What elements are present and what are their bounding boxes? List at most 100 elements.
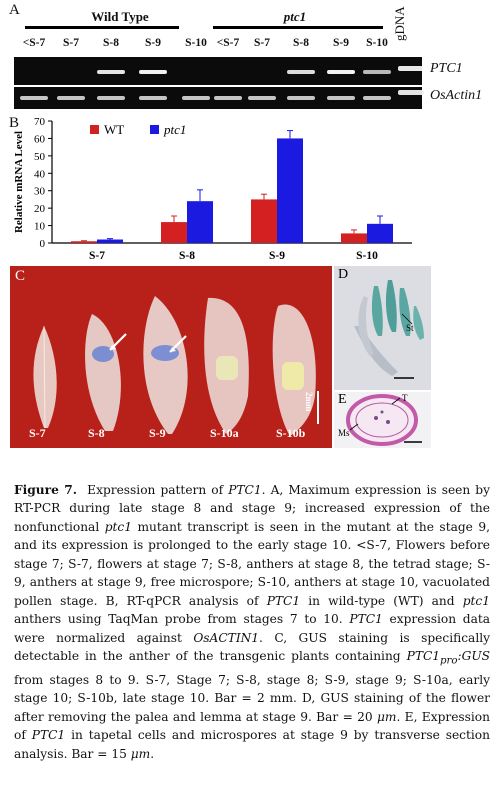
y-tick-label: 50 <box>34 151 46 163</box>
panel-d-letter: D <box>338 267 349 282</box>
legend-label: ptc1 <box>163 122 186 137</box>
caption-text: . E, Expression of <box>14 709 490 743</box>
annotation-ms: Ms <box>338 428 350 438</box>
legend-label: WT <box>104 122 124 137</box>
panel-a-letter: A <box>9 2 20 18</box>
spikelet-s7 <box>33 325 57 429</box>
y-tick-label: 20 <box>34 203 46 215</box>
gel-band-actin <box>287 96 315 100</box>
annotation-t: T <box>402 393 408 403</box>
gel-band-actin <box>214 96 242 100</box>
y-tick-label: 30 <box>34 186 46 198</box>
gel-band <box>139 70 167 74</box>
gel-osactin1 <box>14 87 424 109</box>
caption-gene: ptc1 <box>462 593 490 608</box>
gel-band-actin <box>363 96 391 100</box>
bar-wt <box>161 222 187 243</box>
group-label-ptc1: ptc1 <box>283 9 307 24</box>
bar-ptc1 <box>187 201 213 243</box>
gel-label-ptc1: PTC1 <box>430 61 463 76</box>
x-tick-label: S-10 <box>356 250 378 262</box>
gel-ptc1 <box>14 57 424 85</box>
group-label-wild-type: Wild Type <box>91 9 149 24</box>
gel-band-actin <box>327 96 355 100</box>
caption-text: mutant transcript is seen in the mutant … <box>14 519 490 608</box>
annotation-st: St <box>406 323 414 333</box>
caption-unit: μm <box>130 746 151 761</box>
gel-band <box>327 70 355 74</box>
y-tick-label: 40 <box>34 168 46 180</box>
photo-label-s10b: S-10b <box>276 426 306 440</box>
flower-drawing <box>354 280 424 379</box>
y-axis-label: Relative mRNA Level <box>13 131 25 233</box>
lane-label: S-9 <box>145 37 161 49</box>
caption-subscript: pro <box>440 655 458 667</box>
gel-band-actin <box>248 96 276 100</box>
bar-ptc1 <box>367 223 393 243</box>
caption-text: . C, GUS staining is specifically detect… <box>14 630 490 664</box>
gel-band-actin <box>57 96 85 100</box>
legend-swatch <box>90 125 99 134</box>
caption-gene: :GUS <box>457 649 490 664</box>
bar-chart: 0 10 20 30 40 50 60 70 Relative mRNA Level S-7 S-8… <box>13 118 412 262</box>
caption-text: in wild-type (WT) and <box>300 593 463 608</box>
caption-gene: OsACTIN1 <box>193 630 260 645</box>
caption-text: A, Maximum expression is seen by RT-PCR … <box>14 483 490 534</box>
photo-label-s10a: S-10a <box>210 426 239 440</box>
photo-label-s7: S-7 <box>29 426 46 440</box>
caption-text: expression data were normalized against <box>14 612 490 645</box>
caption-gene: PTC1 <box>266 593 301 608</box>
caption-text: in tapetal cells and microspores at stag… <box>14 728 490 761</box>
gel-band-gdna <box>398 66 424 71</box>
figure-caption: Figure 7. Expression pattern of PTC1. A,… <box>14 481 490 763</box>
spikelet-s10b <box>272 304 316 436</box>
panel-b-letter: B <box>9 115 20 131</box>
gel-band-actin <box>139 96 167 100</box>
group-line-ptc1 <box>213 26 383 29</box>
panel-d-gus-flower-photo: D St <box>334 266 431 390</box>
caption-text: . <box>261 483 266 497</box>
x-tick-label: S-9 <box>269 250 285 262</box>
gdna-label: gDNA <box>392 6 407 41</box>
lane-label: <S-7 <box>216 37 240 49</box>
lane-label: S-8 <box>103 37 119 49</box>
bar-wt <box>251 199 277 243</box>
x-tick-label: S-8 <box>179 250 195 262</box>
bar-ptc1 <box>277 138 303 243</box>
panel-c-gus-photo: C S-7 S-8 S-9 S-10a S-10b 2mm <box>10 266 332 448</box>
gel-band-gdna-actin <box>398 90 424 95</box>
gel-band-actin <box>97 96 125 100</box>
lane-label: S-7 <box>254 37 270 49</box>
gel-band-actin <box>182 96 210 100</box>
caption-gene: ptc1 <box>104 519 132 534</box>
panel-e-letter: E <box>338 392 347 407</box>
gel-band-actin <box>20 96 48 100</box>
bar-ptc1 <box>97 239 123 243</box>
panel-a-rtpcr: A Wild Type ptc1 <S-7 S-7 S-8 S-9 S-10 <S-7 S-… <box>0 0 503 118</box>
caption-title-gene: PTC1 <box>228 483 262 497</box>
lane-label: S-10 <box>185 37 207 49</box>
caption-unit: μm <box>376 709 397 724</box>
spikelet-s8 <box>85 314 127 431</box>
caption-gene: PTC1 <box>406 649 441 664</box>
y-tick-label: 70 <box>34 118 46 128</box>
lane-label: <S-7 <box>22 37 46 49</box>
spikelet-s9 <box>143 296 188 434</box>
gel-band <box>287 70 315 74</box>
panel-e-section-photo: E T Ms <box>334 392 431 448</box>
lane-label: S-7 <box>63 37 79 49</box>
caption-text: anthers using TaqMan probe from stages 7… <box>14 612 350 627</box>
lane-label: S-9 <box>333 37 349 49</box>
anther-drawings <box>33 296 319 436</box>
caption-title: Expression pattern of <box>87 483 229 497</box>
bar-wt <box>341 233 367 243</box>
spikelet-s10a <box>204 297 249 434</box>
y-tick-label: 0 <box>40 238 46 250</box>
lane-label: S-10 <box>366 37 388 49</box>
caption-gene: PTC1 <box>31 728 66 743</box>
gel-band <box>363 70 391 74</box>
scale-label-c: 2mm <box>304 392 314 412</box>
lane-label: S-8 <box>293 37 309 49</box>
panel-c-letter: C <box>15 268 26 284</box>
caption-text: from stages 8 to 9. S-7, Stage 7; S-8, s… <box>14 672 490 724</box>
